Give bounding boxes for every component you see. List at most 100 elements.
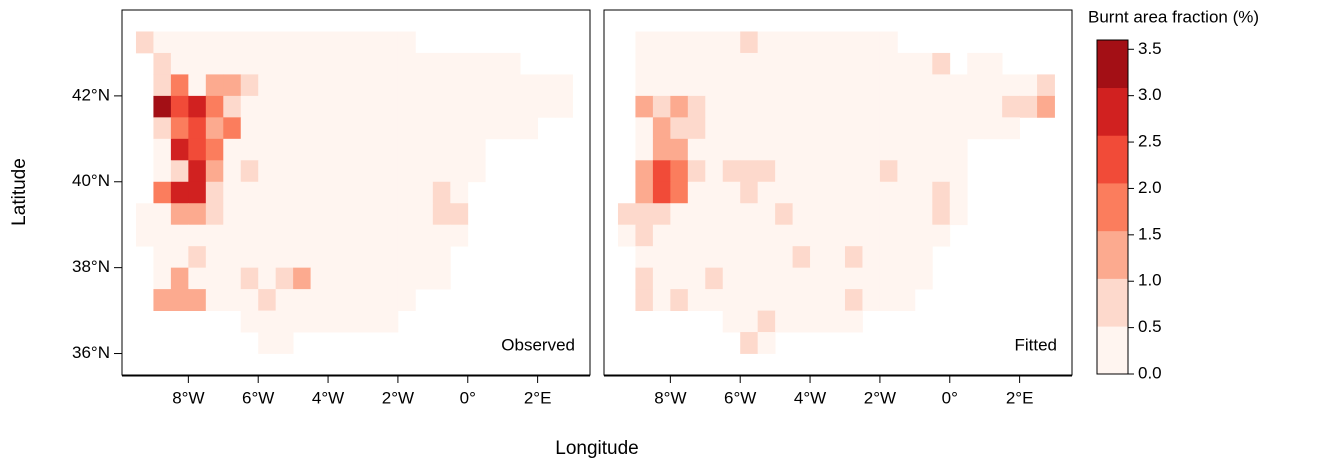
heat-cell	[310, 138, 329, 161]
heat-cell	[380, 117, 399, 140]
x-axis-label: Longitude	[555, 438, 638, 459]
heat-cell	[275, 289, 294, 311]
heat-cell	[670, 160, 689, 183]
colorbar-frame	[1096, 39, 1129, 375]
heat-cell	[240, 203, 259, 226]
heat-cell	[153, 52, 172, 75]
heat-cell	[345, 52, 364, 75]
heat-cell	[775, 117, 793, 140]
heat-cell	[722, 95, 741, 118]
heat-cell	[275, 160, 294, 183]
heat-cell	[450, 138, 469, 161]
heat-cell	[879, 74, 898, 97]
heat-cell	[879, 95, 898, 118]
panel-frame	[121, 9, 591, 376]
heat-cell	[275, 332, 294, 354]
colorbar-tick-label: 3.0	[1138, 85, 1162, 104]
heat-cell	[740, 289, 759, 311]
heat-cell	[967, 52, 986, 75]
heat-cell	[914, 181, 933, 204]
heat-cell	[757, 160, 776, 183]
heat-cell	[153, 181, 172, 204]
heat-cell	[687, 52, 706, 75]
heat-cell	[914, 95, 933, 118]
heat-cell	[188, 246, 207, 269]
heat-cell	[223, 160, 242, 183]
heat-cell	[775, 289, 793, 311]
heat-cell	[450, 52, 469, 75]
heat-cell	[932, 181, 951, 204]
heat-cell	[705, 267, 724, 290]
colorbar-swatch	[1097, 230, 1128, 279]
heat-cell	[687, 246, 706, 269]
heat-cell	[932, 224, 951, 247]
heat-cell	[914, 160, 933, 183]
heat-cell	[687, 267, 706, 290]
heat-cell	[844, 289, 863, 311]
heat-cell	[862, 203, 881, 226]
heat-cell	[757, 310, 776, 333]
heat-cell	[844, 224, 863, 247]
heat-cell	[722, 117, 741, 140]
heat-cell	[170, 117, 189, 140]
heat-cell	[345, 289, 364, 311]
heat-cell	[914, 246, 933, 269]
heat-cell	[170, 160, 189, 183]
heat-cell	[827, 138, 846, 161]
heat-cell	[705, 31, 724, 54]
heat-cell	[502, 52, 521, 75]
heat-cell	[897, 224, 916, 247]
panel-label: Fitted	[1014, 335, 1057, 354]
heat-cell	[467, 52, 486, 75]
heat-cell	[914, 267, 933, 290]
heat-cell	[722, 246, 741, 269]
heat-cell	[687, 160, 706, 183]
heat-cell	[844, 310, 863, 333]
heat-cell	[775, 95, 793, 118]
heat-cell	[432, 117, 451, 140]
heat-cell	[467, 138, 486, 161]
heat-cell	[687, 74, 706, 97]
heat-cell	[914, 138, 933, 161]
heat-cell	[240, 267, 259, 290]
x-tick-label: 0°	[460, 388, 476, 407]
heat-cell	[862, 267, 881, 290]
heat-cell	[652, 74, 671, 97]
heat-cell	[635, 267, 654, 290]
heat-cell	[949, 203, 968, 226]
heat-cell	[362, 138, 381, 161]
x-tick-label: 8°W	[172, 388, 204, 407]
heat-cell	[258, 289, 277, 311]
heat-cell	[258, 267, 277, 290]
colorbar-swatch	[1097, 87, 1128, 136]
heat-cell	[949, 95, 968, 118]
x-tick-label: 8°W	[654, 388, 686, 407]
heat-cell	[153, 74, 172, 97]
heat-cell	[897, 203, 916, 226]
heat-cell	[293, 95, 311, 118]
heat-cell	[397, 160, 416, 183]
heat-cell	[397, 52, 416, 75]
heat-cell	[722, 138, 741, 161]
heat-cell	[897, 289, 916, 311]
heat-cell	[555, 95, 573, 118]
heat-cell	[432, 160, 451, 183]
heat-cell	[827, 31, 846, 54]
heat-cell	[827, 52, 846, 75]
y-axis-label: Latitude	[9, 158, 30, 226]
heat-cell	[275, 138, 294, 161]
heat-cell	[897, 160, 916, 183]
heat-cell	[932, 117, 951, 140]
heat-cell	[258, 310, 277, 333]
heat-cell	[345, 95, 364, 118]
heat-cell	[775, 181, 793, 204]
heat-cell	[897, 95, 916, 118]
heat-cell	[897, 246, 916, 269]
heat-cell	[240, 74, 259, 97]
heat-cell	[188, 117, 207, 140]
heat-cell	[485, 117, 504, 140]
heat-cell	[862, 160, 881, 183]
heat-cell	[670, 138, 689, 161]
heat-cell	[722, 310, 741, 333]
